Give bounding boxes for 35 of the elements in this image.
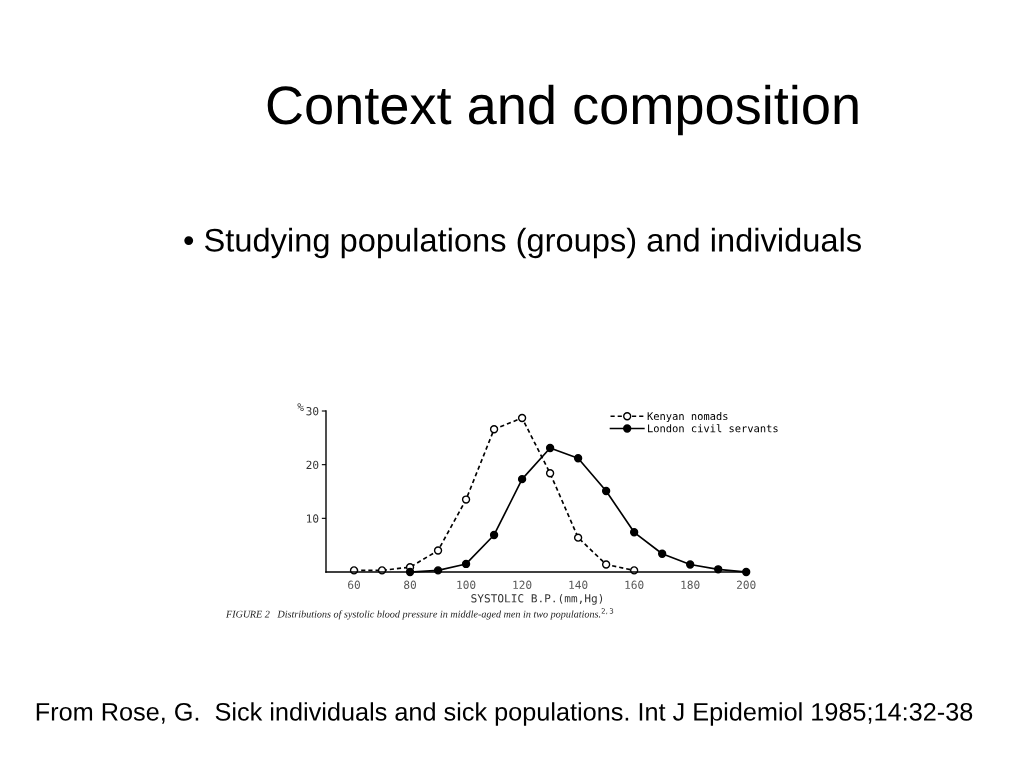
x-axis-title: SYSTOLIC B.P.(mm,Hg) bbox=[471, 593, 603, 605]
point bbox=[461, 495, 471, 504]
point bbox=[601, 560, 611, 569]
point bbox=[601, 486, 611, 496]
point bbox=[489, 425, 499, 434]
point bbox=[489, 530, 499, 540]
x-tick-label: 120 bbox=[513, 580, 532, 589]
point bbox=[433, 546, 443, 555]
point bbox=[545, 469, 555, 478]
x-tick-label: 140 bbox=[569, 580, 588, 589]
point bbox=[573, 454, 583, 463]
chart-subtitle: • Studying populations (groups) and individuals bbox=[184, 227, 861, 259]
x-tick-label: 200 bbox=[736, 580, 756, 589]
point bbox=[629, 528, 639, 537]
x-tick-label: 160 bbox=[625, 580, 644, 589]
point bbox=[517, 413, 527, 423]
x-tick-label: 180 bbox=[681, 580, 700, 589]
legend-label: Kenyan nomads bbox=[647, 412, 728, 423]
y-axis-title: % bbox=[297, 403, 304, 412]
x-tick-label: 60 bbox=[348, 580, 360, 589]
legend-label: London civil servants bbox=[648, 424, 778, 433]
point bbox=[657, 549, 667, 558]
caption: FIGURE 2 Distributions of systolic blood pressure in middle-aged men in two populations.$^{2,3}$ bbox=[225, 608, 614, 620]
point bbox=[461, 559, 471, 569]
y-tick-label: 30 bbox=[306, 407, 319, 416]
text: From Rose, G. Sick individuals and sick populations. Int J Epidemiol 1985;14:32-38 bbox=[36, 702, 973, 726]
x-tick-label: 100 bbox=[457, 580, 476, 589]
y-tick-label: 20 bbox=[306, 460, 319, 470]
point bbox=[517, 474, 527, 484]
point bbox=[573, 533, 583, 542]
x-tick-label: 80 bbox=[404, 580, 417, 589]
point bbox=[686, 560, 695, 569]
y-tick-label: 10 bbox=[307, 514, 319, 523]
chart-title: Context and composition bbox=[267, 84, 858, 136]
point bbox=[545, 443, 555, 453]
